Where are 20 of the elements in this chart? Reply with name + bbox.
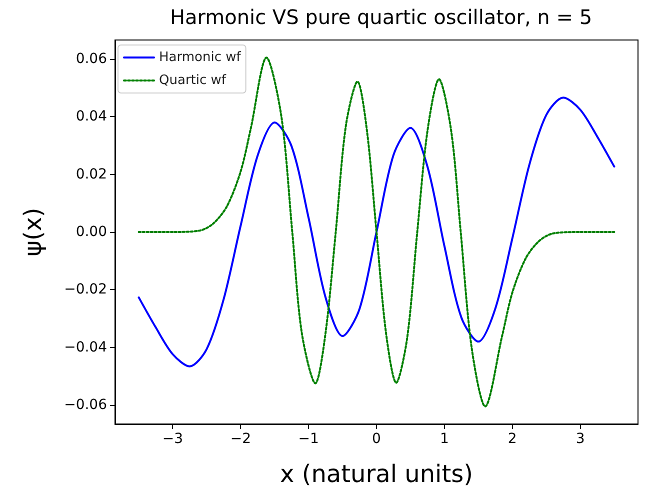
x-tick-label: 1 bbox=[440, 431, 449, 447]
y-tick-label: 0.06 bbox=[76, 51, 108, 68]
y-tick-label: −0.02 bbox=[64, 282, 107, 298]
y-tick-label: −0.06 bbox=[64, 396, 108, 413]
x-tick-label: 2 bbox=[508, 431, 517, 447]
x-tick-label: 3 bbox=[576, 431, 585, 447]
x-tick-label: 0 bbox=[372, 431, 381, 447]
x-tick-label: −1 bbox=[298, 431, 319, 447]
legend-label: Quartic wf bbox=[159, 73, 226, 88]
legend-label: Harmonic wf bbox=[159, 50, 242, 65]
y-tick-label: 0.00 bbox=[76, 224, 107, 240]
x-tick-label: −3 bbox=[162, 431, 184, 447]
line-series bbox=[138, 96, 616, 368]
x-tick-label: −2 bbox=[230, 431, 251, 447]
y-tick-label: 0.04 bbox=[76, 108, 108, 125]
y-tick-label: 0.02 bbox=[76, 166, 107, 182]
y-tick-label: −0.04 bbox=[64, 339, 108, 356]
y-axis-title: ψ(x) bbox=[19, 208, 47, 256]
x-axis-title: x (natural units) bbox=[280, 460, 473, 488]
chart-title: Harmonic VS pure quartic oscillator, n = 5 bbox=[170, 5, 592, 29]
